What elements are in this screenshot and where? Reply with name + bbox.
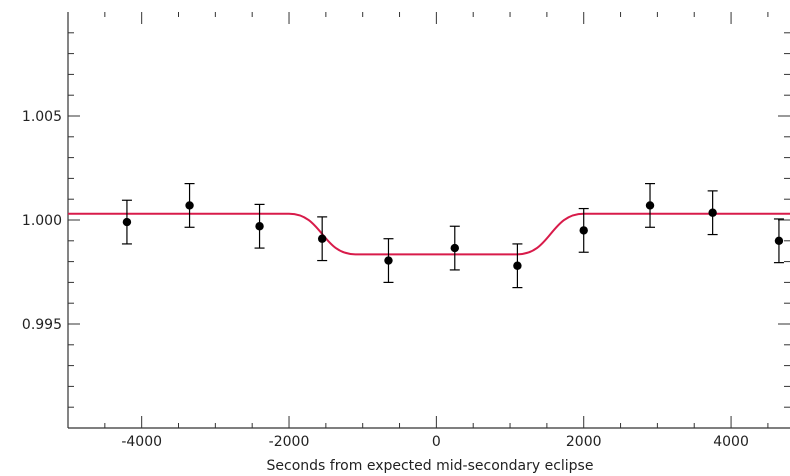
data-point: [254, 203, 265, 249]
point-marker: [317, 234, 327, 243]
data-point: [773, 218, 784, 264]
point-marker: [122, 217, 132, 227]
y-tick-label: 1.000: [22, 213, 62, 229]
ticks: [67, 12, 790, 428]
data-point: [121, 199, 132, 245]
point-marker: [708, 208, 717, 217]
x-tick-label: 2000: [566, 434, 602, 450]
data-point: [707, 190, 718, 236]
point-marker: [513, 261, 522, 270]
point-marker: [645, 201, 655, 210]
point-marker: [255, 222, 264, 231]
point-marker: [450, 243, 459, 253]
data-point: [184, 183, 195, 228]
point-marker: [185, 201, 194, 210]
point-marker: [384, 256, 393, 265]
x-tick-label: 4000: [713, 434, 749, 450]
model-line: [68, 212, 790, 256]
point-marker: [774, 236, 784, 245]
data-point: [578, 207, 589, 253]
x-tick-label: 0: [432, 434, 441, 450]
data-point: [512, 243, 523, 289]
x-tick-label: -4000: [121, 434, 162, 450]
tick-labels: -4000 -2000 0 2000 4000 0.995 1.000 1.005: [22, 109, 749, 450]
axes: [67, 12, 790, 429]
data-point: [317, 216, 328, 262]
point-marker: [579, 226, 588, 235]
model-curve: [68, 212, 790, 256]
data-point: [383, 238, 394, 283]
data-point: [645, 183, 656, 228]
x-axis-title: Seconds from expected mid-secondary ecli…: [267, 458, 594, 474]
y-tick-label: 1.005: [22, 109, 62, 125]
y-tick-label: 0.995: [22, 317, 62, 333]
data-points: [121, 183, 784, 289]
data-point: [449, 225, 460, 271]
x-tick-label: -2000: [269, 434, 310, 450]
